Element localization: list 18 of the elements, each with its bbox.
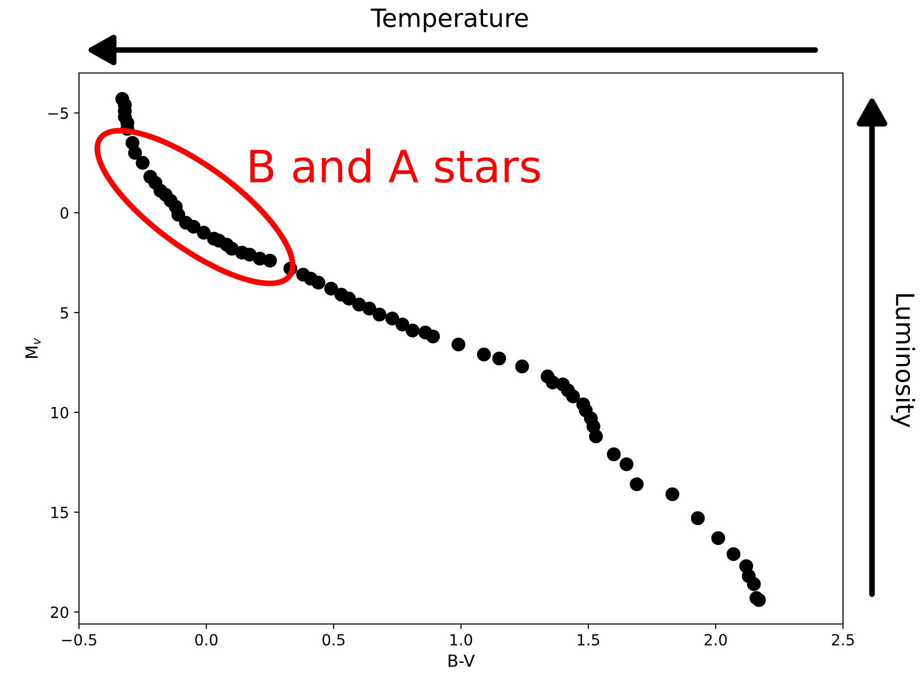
annotation: B and A stars: [250, 148, 540, 183]
x-tick-label: 1.0: [450, 634, 472, 646]
y-tick-label: 20: [50, 606, 68, 618]
y-tick-label: 0: [60, 207, 68, 219]
x-tick-label: 2.5: [832, 634, 854, 646]
x-tick-label: 0.5: [322, 634, 344, 646]
x-tick-label: −0.5: [62, 634, 96, 646]
y-tick-label: 5: [60, 307, 68, 319]
x-axis-title: B-V: [448, 654, 475, 667]
x-tick-label: 0.0: [195, 634, 218, 646]
x-tick-label: 1.5: [578, 634, 600, 646]
y-axis-title: M$_{v}$: [26, 338, 40, 358]
y-tick-label: −5: [48, 108, 68, 119]
text: Temperature: [370, 8, 528, 32]
x-tick-label: 2.0: [704, 634, 727, 646]
y-tick-label: 10: [52, 406, 68, 418]
text: Luminosity: [890, 294, 916, 428]
y-tick-label: 15: [52, 506, 68, 518]
